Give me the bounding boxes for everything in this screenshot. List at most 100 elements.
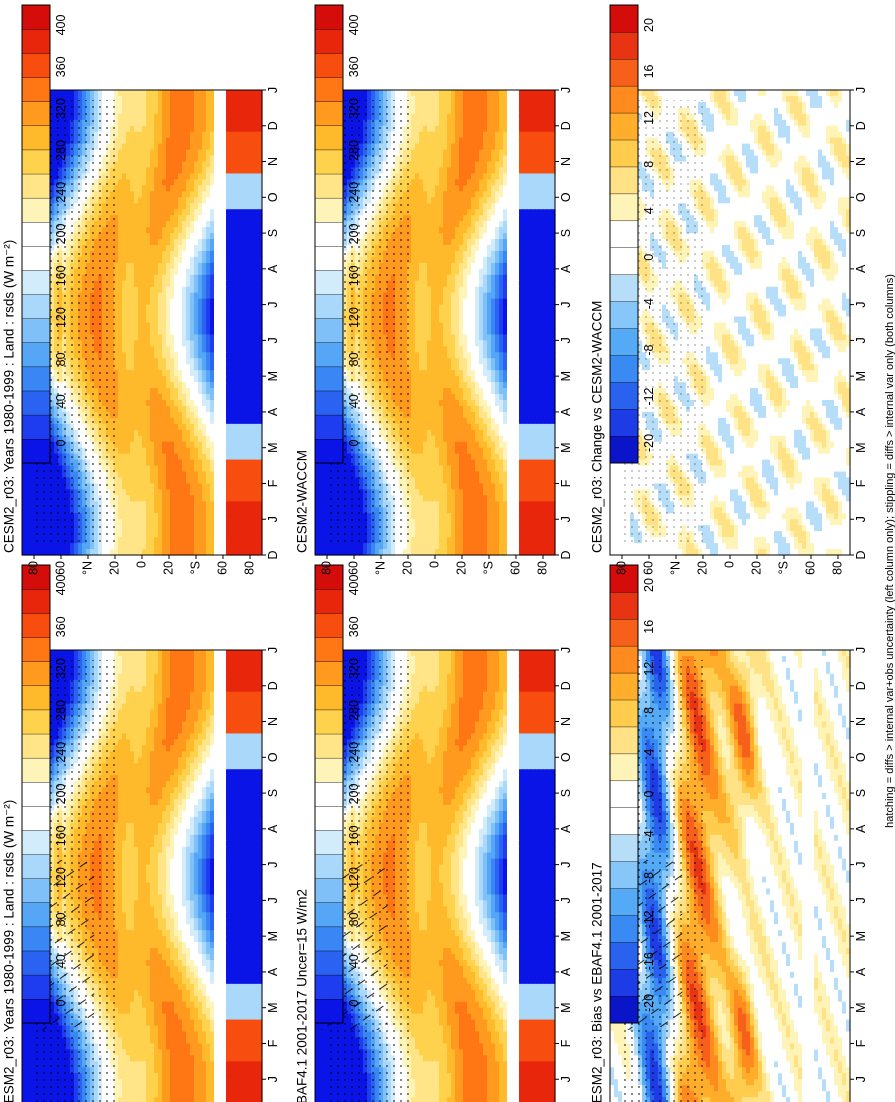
heatmap-cell <box>170 1026 175 1033</box>
heatmap-cell <box>174 817 179 824</box>
heatmap-cell <box>198 1091 203 1098</box>
heatmap-cell <box>186 751 191 758</box>
heatmap-cell <box>182 859 187 866</box>
heatmap-cell <box>182 102 187 109</box>
heatmap-cell <box>234 728 239 735</box>
heatmap-cell <box>206 918 211 925</box>
heatmap-cell <box>230 1067 235 1074</box>
heatmap-cell <box>254 972 259 979</box>
heatmap-cell <box>198 1097 203 1102</box>
heatmap-cell <box>174 954 179 961</box>
heatmap-cell <box>138 972 143 979</box>
heatmap-cell <box>162 853 167 860</box>
heatmap-cell <box>174 757 179 764</box>
heatmap-cell <box>178 936 183 943</box>
heatmap-cell <box>206 716 211 723</box>
heatmap-cell <box>170 829 175 836</box>
heatmap-cell <box>82 90 87 97</box>
heatmap-cell <box>170 769 175 776</box>
heatmap-cell <box>158 835 163 842</box>
heatmap-cell <box>250 954 255 961</box>
heatmap-cell <box>198 799 203 806</box>
heatmap-cell <box>202 769 207 776</box>
heatmap-cell <box>230 912 235 919</box>
colorbar-tick-label: 320 <box>54 658 68 679</box>
heatmap-cell <box>166 698 171 705</box>
heatmap-cell <box>190 918 195 925</box>
heatmap-cell <box>222 996 227 1003</box>
heatmap-cell <box>194 1049 199 1056</box>
heatmap-cell <box>202 710 207 717</box>
heatmap-cell <box>170 662 175 669</box>
heatmap-cell <box>130 1043 135 1050</box>
heatmap-cell <box>230 1085 235 1092</box>
heatmap-cell <box>130 954 135 961</box>
heatmap-cell <box>214 841 219 848</box>
heatmap-cell <box>134 728 139 735</box>
heatmap-cell <box>186 900 191 907</box>
heatmap-cell <box>174 656 179 663</box>
heatmap-cell <box>234 1032 239 1039</box>
heatmap-cell <box>238 948 243 955</box>
heatmap-cell <box>194 739 199 746</box>
heatmap-cell <box>230 906 235 913</box>
heatmap-cell <box>234 841 239 848</box>
heatmap-cell <box>202 1073 207 1080</box>
heatmap-cell <box>146 96 151 103</box>
heatmap-cell <box>238 1085 243 1092</box>
heatmap-cell <box>122 859 127 866</box>
heatmap-cell <box>154 745 159 752</box>
heatmap-cell <box>238 1043 243 1050</box>
heatmap-cell <box>206 954 211 961</box>
heatmap-cell <box>138 948 143 955</box>
heatmap-cell <box>170 954 175 961</box>
heatmap-cell <box>222 972 227 979</box>
heatmap-cell <box>170 1061 175 1068</box>
heatmap-cell <box>130 924 135 931</box>
heatmap-cell <box>78 90 83 97</box>
heatmap-cell <box>158 1049 163 1056</box>
heatmap-cell <box>146 90 151 97</box>
heatmap-cell <box>234 1049 239 1056</box>
heatmap-cell <box>154 900 159 907</box>
heatmap-cell <box>254 1014 259 1021</box>
heatmap-cell <box>122 710 127 717</box>
colorbar-swatch <box>22 661 50 685</box>
heatmap-cell <box>198 716 203 723</box>
heatmap-cell <box>226 763 231 770</box>
heatmap-cell <box>126 739 131 746</box>
heatmap-cell <box>206 972 211 979</box>
heatmap-cell <box>126 936 131 943</box>
heatmap-cell <box>226 799 231 806</box>
heatmap-cell <box>182 900 187 907</box>
heatmap-cell <box>134 1043 139 1050</box>
heatmap-cell <box>154 948 159 955</box>
heatmap-cell <box>226 996 231 1003</box>
heatmap-cell <box>250 680 255 687</box>
heatmap-cell <box>170 996 175 1003</box>
colorbar-swatch <box>22 878 50 902</box>
heatmap-cell <box>222 811 227 818</box>
heatmap-cell <box>194 996 199 1003</box>
heatmap-cell <box>142 698 147 705</box>
heatmap-cell <box>134 716 139 723</box>
heatmap-cell <box>130 1061 135 1068</box>
heatmap-cell <box>250 823 255 830</box>
month-tick-label: J <box>266 861 280 867</box>
heatmap-cell <box>142 1091 147 1098</box>
heatmap-cell <box>218 960 223 967</box>
heatmap-cell <box>146 930 151 937</box>
heatmap-cell <box>178 763 183 770</box>
heatmap-cell <box>138 90 143 97</box>
heatmap-cell <box>158 751 163 758</box>
heatmap-cell <box>138 978 143 985</box>
heatmap-cell <box>154 984 159 991</box>
heatmap-cell <box>134 1085 139 1092</box>
heatmap-cell <box>222 871 227 878</box>
heatmap-cell <box>170 853 175 860</box>
heatmap-cell <box>158 1008 163 1015</box>
heatmap-cell <box>146 787 151 794</box>
heatmap-cell <box>218 865 223 872</box>
heatmap-cell <box>194 787 199 794</box>
heatmap-cell <box>218 894 223 901</box>
